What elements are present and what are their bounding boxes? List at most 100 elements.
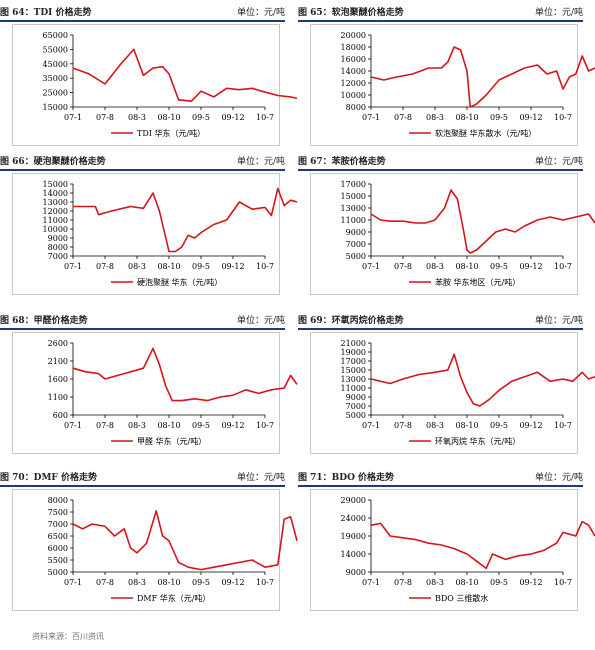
y-tick-label: 2100	[48, 357, 68, 366]
chart-unit: 单位：元/吨	[534, 157, 583, 167]
chart-frame: 15000 14000 13000 12000 11000 10000 9000 8000 70…	[12, 173, 298, 295]
y-tick-label: 1600	[48, 375, 68, 384]
x-tick-label: 10-7	[256, 421, 274, 430]
y-tick-label: 12000	[341, 79, 366, 88]
y-tick-label: 17000	[341, 357, 366, 366]
x-tick-label: 10-7	[256, 262, 274, 271]
x-tick-label: 08-10	[157, 113, 180, 122]
x-tick-label: 07-1	[362, 113, 380, 122]
x-tick-label: 08-10	[455, 113, 478, 122]
y-tick-label: 7000	[48, 252, 68, 261]
y-tick-label: 6500	[48, 532, 68, 541]
x-tick-label: 08-10	[455, 262, 478, 271]
y-tick-label: 65000	[43, 31, 68, 40]
chart-unit: 单位：元/吨	[236, 316, 285, 326]
y-tick-label: 7000	[48, 520, 68, 529]
y-tick-label: 20000	[341, 31, 366, 40]
y-tick-label: 25000	[43, 89, 68, 98]
chart-unit: 单位：元/吨	[236, 473, 285, 483]
x-tick-label: 08-3	[128, 421, 146, 430]
x-tick-label: 08-10	[455, 578, 478, 587]
chart-unit: 单位：元/吨	[534, 8, 583, 18]
y-tick-label: 5000	[346, 252, 366, 261]
chart-frame: 65000 55000 45000 35000 25000 15000 07-1 07-8 08…	[12, 24, 298, 146]
line-chart: 1500014000130001200011000100009000800070…	[43, 180, 298, 287]
legend-label: 硬泡聚醚 华东（元/吨）	[137, 277, 222, 287]
x-tick-label: 07-8	[96, 578, 114, 587]
x-tick-label: 10-7	[554, 113, 572, 122]
y-tick-label: 13000	[43, 198, 68, 207]
chart-frame: 2600 2100 1600 1100 600 07-1 07-8 08-3 08-10 09-5…	[12, 332, 298, 454]
x-tick-label: 08-3	[426, 421, 444, 430]
source-footnote: 资料来源：百川资讯	[32, 632, 104, 641]
series-line	[72, 347, 298, 402]
series-line	[72, 48, 298, 102]
y-tick-label: 15000	[341, 366, 366, 375]
x-tick-label: 07-8	[394, 262, 412, 271]
x-tick-label: 07-1	[362, 262, 380, 271]
y-tick-label: 12000	[43, 207, 68, 216]
y-tick-label: 14000	[43, 189, 68, 198]
x-tick-label: 07-1	[362, 578, 380, 587]
x-tick-label: 09-12	[519, 262, 542, 271]
y-tick-label: 2600	[48, 339, 68, 348]
chart-title: 图 65：软泡聚醚价格走势	[298, 8, 404, 18]
y-tick-label: 17000	[341, 180, 366, 189]
chart-frame: 29000 24000 19000 14000 9000 07-1 07-8 08-3 08-1…	[310, 489, 595, 611]
chart-unit: 单位：元/吨	[236, 157, 285, 167]
y-tick-label: 19000	[341, 532, 366, 541]
y-tick-label: 15000	[43, 180, 68, 189]
x-tick-label: 10-7	[256, 578, 274, 587]
x-tick-label: 07-8	[96, 262, 114, 271]
x-tick-label: 08-10	[157, 262, 180, 271]
y-tick-label: 14000	[341, 67, 366, 76]
y-tick-label: 45000	[43, 60, 68, 69]
y-tick-label: 10000	[341, 91, 366, 100]
chart-unit: 单位：元/吨	[534, 316, 583, 326]
chart-frame: 8000 7500 7000 6500 6000 5500 5000 07-1 07-8 08-3…	[12, 489, 298, 611]
x-tick-label: 07-8	[394, 421, 412, 430]
y-tick-label: 6000	[48, 544, 68, 553]
x-tick-label: 09-12	[519, 113, 542, 122]
y-tick-label: 35000	[43, 74, 68, 83]
legend-label: TDI 华东（元/吨）	[137, 128, 205, 138]
y-tick-label: 7000	[346, 402, 366, 411]
x-tick-label: 08-10	[157, 578, 180, 587]
x-tick-label: 07-1	[64, 113, 82, 122]
y-tick-label: 18000	[341, 43, 366, 52]
chart-title: 图 71：BDO 价格走势	[298, 473, 395, 483]
x-tick-label: 09-5	[192, 262, 210, 271]
x-tick-label: 10-7	[256, 113, 274, 122]
y-tick-label: 55000	[43, 45, 68, 54]
x-tick-label: 07-1	[362, 421, 380, 430]
y-tick-label: 9000	[346, 393, 366, 402]
y-tick-label: 5500	[48, 556, 68, 565]
line-chart: 2100019000170001500013000110009000700050…	[341, 339, 595, 446]
x-tick-label: 08-10	[455, 421, 478, 430]
x-tick-label: 08-3	[426, 262, 444, 271]
series-line	[370, 189, 595, 254]
x-tick-label: 10-7	[554, 262, 572, 271]
chart-frame: 21000 19000 17000 15000 13000 11000 9000 7000 50…	[310, 332, 595, 454]
x-tick-label: 08-3	[128, 262, 146, 271]
y-tick-label: 19000	[341, 348, 366, 357]
y-tick-label: 29000	[341, 496, 366, 505]
series-line	[370, 353, 595, 407]
chart-title: 图 69：环氧丙烷价格走势	[298, 316, 404, 326]
y-tick-label: 5000	[48, 568, 68, 577]
y-tick-label: 9000	[48, 234, 68, 243]
y-tick-label: 15000	[341, 192, 366, 201]
x-tick-label: 09-5	[192, 421, 210, 430]
legend-label: 软泡聚醚 华东散水（元/吨）	[435, 128, 536, 138]
x-tick-label: 09-12	[519, 578, 542, 587]
x-tick-label: 08-3	[426, 113, 444, 122]
chart-unit: 单位：元/吨	[534, 473, 583, 483]
x-tick-label: 09-12	[221, 421, 244, 430]
x-tick-label: 08-3	[426, 578, 444, 587]
chart-frame: 20000 18000 16000 14000 12000 10000 8000 07-1 07…	[310, 24, 595, 146]
y-tick-label: 13000	[341, 375, 366, 384]
x-tick-label: 07-8	[96, 421, 114, 430]
